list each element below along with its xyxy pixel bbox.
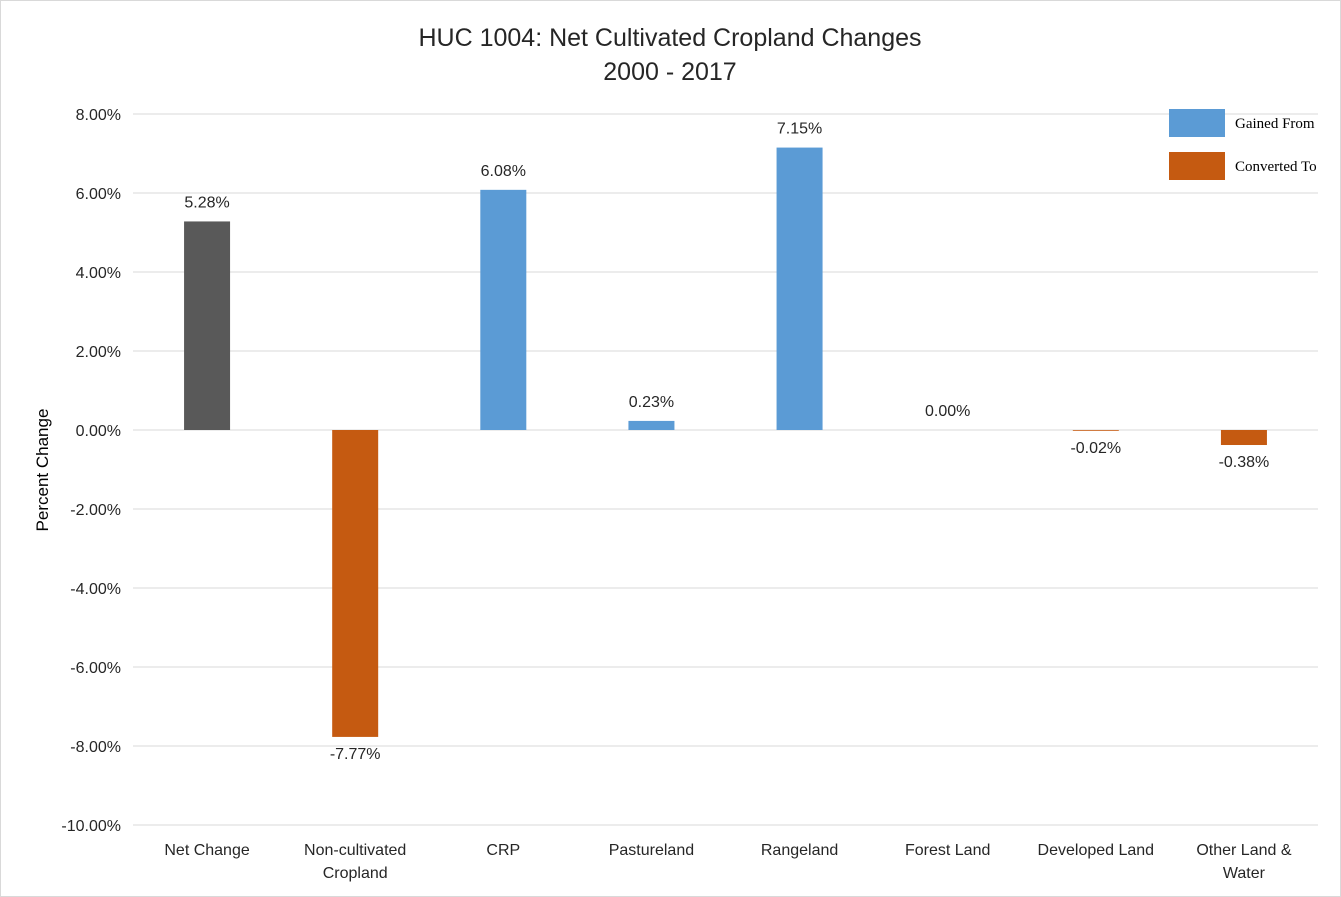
data-label: 5.28% bbox=[184, 194, 229, 211]
legend-label: Gained From bbox=[1235, 116, 1315, 132]
data-labels: 5.28% -7.77% 6.08% 0.23% 7.15% 0.00% -0.02% -0.… bbox=[184, 121, 1269, 763]
y-tick-label: 2.00% bbox=[76, 344, 121, 361]
x-tick-label: Water bbox=[1223, 865, 1266, 882]
legend-swatch bbox=[1169, 109, 1225, 137]
chart-title-line-2: 2000 - 2017 bbox=[603, 58, 736, 86]
x-tick-label: Other Land & bbox=[1196, 842, 1292, 859]
legend-swatch bbox=[1169, 152, 1225, 180]
x-tick-label: Pastureland bbox=[609, 842, 694, 859]
x-tick-label: Non-cultivated bbox=[304, 842, 406, 859]
x-tick-label: Forest Land bbox=[905, 842, 990, 859]
bar bbox=[1072, 430, 1119, 431]
data-label: 0.23% bbox=[629, 394, 674, 411]
x-tick-label: Developed Land bbox=[1038, 842, 1155, 859]
legend-label: Converted To bbox=[1235, 159, 1317, 175]
data-label: 6.08% bbox=[481, 163, 526, 180]
bar bbox=[776, 147, 823, 430]
y-tick-label: -8.00% bbox=[70, 739, 121, 756]
legend: Gained From Converted To bbox=[1169, 109, 1317, 180]
y-axis-ticks: 8.00% 6.00% 4.00% 2.00% 0.00% -2.00% -4.00% -6.… bbox=[61, 107, 121, 835]
x-axis-ticks: Net Change Non-cultivated Cropland CRP Pastu… bbox=[164, 842, 1291, 882]
y-tick-label: 4.00% bbox=[76, 265, 121, 282]
bar bbox=[480, 189, 527, 430]
data-label: -0.38% bbox=[1219, 454, 1270, 471]
data-label: 0.00% bbox=[925, 403, 970, 420]
y-tick-label: -2.00% bbox=[70, 502, 121, 519]
y-tick-label: 8.00% bbox=[76, 107, 121, 124]
y-tick-label: 0.00% bbox=[76, 423, 121, 440]
data-label: 7.15% bbox=[777, 121, 822, 138]
bar bbox=[332, 430, 379, 737]
chart-title-line-1: HUC 1004: Net Cultivated Cropland Change… bbox=[418, 24, 921, 52]
x-tick-label: Net Change bbox=[164, 842, 249, 859]
y-tick-label: -10.00% bbox=[61, 818, 121, 835]
y-tick-label: -6.00% bbox=[70, 660, 121, 677]
bars bbox=[184, 147, 1267, 737]
bar bbox=[184, 221, 231, 430]
y-axis-title: Percent Change bbox=[33, 409, 52, 532]
data-label: -0.02% bbox=[1070, 440, 1121, 457]
y-tick-label: 6.00% bbox=[76, 186, 121, 203]
x-tick-label: CRP bbox=[486, 842, 520, 859]
bar bbox=[1220, 430, 1267, 446]
gridlines bbox=[133, 113, 1318, 826]
x-tick-label: Rangeland bbox=[761, 842, 838, 859]
y-tick-label: -4.00% bbox=[70, 581, 121, 598]
x-tick-label: Cropland bbox=[323, 865, 388, 882]
bar bbox=[628, 420, 675, 430]
data-label: -7.77% bbox=[330, 746, 381, 763]
